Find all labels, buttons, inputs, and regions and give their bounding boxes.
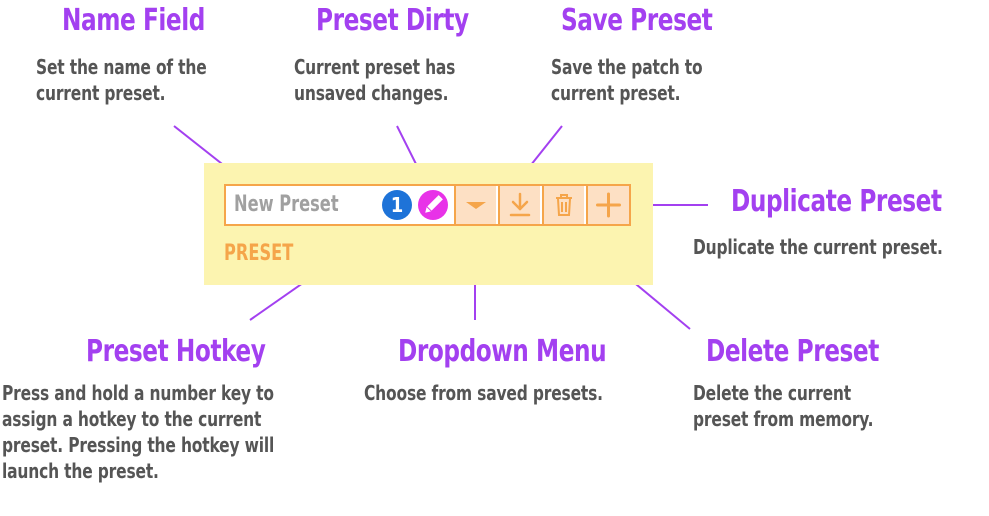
preset-dirty-description: Current preset has unsaved changes. [294, 54, 455, 106]
caret-down-icon [456, 186, 496, 224]
preset-dirty-indicator [418, 190, 448, 220]
dropdown-menu-title: Dropdown Menu [398, 335, 606, 369]
duplicate-preset-button[interactable] [586, 186, 629, 224]
preset-dirty-title: Preset Dirty [316, 4, 469, 38]
preset-section-label: PRESET [224, 240, 293, 268]
save-preset-title: Save Preset [561, 4, 712, 38]
preset-hotkey-badge[interactable]: 1 [382, 190, 412, 220]
name-field-description: Set the name of the current preset. [36, 54, 207, 106]
plus-icon [588, 186, 629, 224]
name-field-title: Name Field [62, 4, 205, 38]
delete-preset-description: Delete the current preset from memory. [693, 380, 873, 432]
dropdown-menu-description: Choose from saved presets. [364, 380, 603, 406]
dropdown-menu-button[interactable] [454, 186, 496, 224]
preset-name-value: New Preset [234, 191, 339, 219]
duplicate-preset-description: Duplicate the current preset. [693, 234, 943, 260]
delete-preset-button[interactable] [542, 186, 584, 224]
save-preset-button[interactable] [498, 186, 540, 224]
save-preset-description: Save the patch to current preset. [551, 54, 702, 106]
preset-hotkey-description: Press and hold a number key to assign a … [2, 380, 274, 484]
pencil-icon [418, 190, 448, 220]
trash-icon [544, 186, 584, 224]
duplicate-preset-title: Duplicate Preset [731, 185, 942, 219]
preset-name-field[interactable]: New Preset 1 [226, 186, 454, 224]
download-icon [500, 186, 540, 224]
preset-widget: New Preset 1 [224, 184, 631, 226]
preset-hotkey-title: Preset Hotkey [86, 335, 265, 369]
delete-preset-title: Delete Preset [706, 335, 879, 369]
